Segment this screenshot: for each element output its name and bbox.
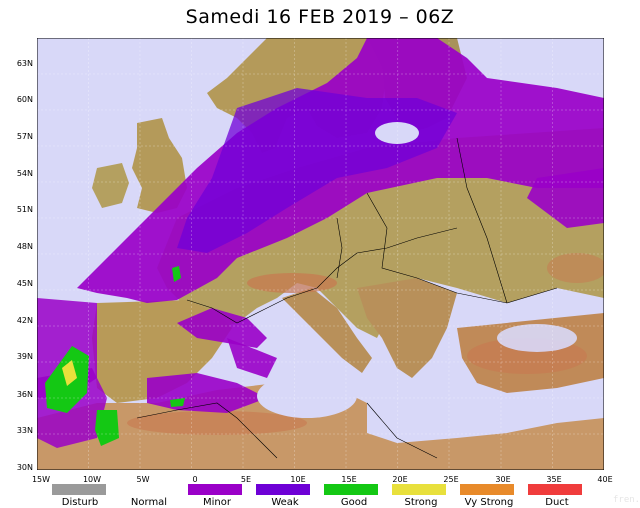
lat-label: 54N — [16, 169, 33, 178]
lon-label: 15W — [31, 475, 51, 484]
lat-label: 36N — [16, 390, 33, 399]
legend-label-good: Good — [340, 497, 368, 508]
lon-label: 40E — [597, 475, 613, 484]
minor-patch-balearic — [177, 308, 267, 348]
minor-patch-sardinia — [227, 338, 277, 378]
legend-swatch-vy-strong — [460, 484, 514, 495]
map-title: Samedi 16 FEB 2019 – 06Z — [185, 6, 455, 28]
graticule — [37, 38, 604, 470]
lat-label: 30N — [16, 463, 33, 472]
legend-label-duct: Duct — [545, 497, 569, 508]
legend-swatch-minor — [188, 484, 242, 495]
lon-label: 5W — [136, 475, 150, 484]
eastern-mediterranean — [377, 395, 537, 431]
black-sea — [497, 324, 577, 352]
ireland-land — [92, 163, 129, 208]
balkans-land — [357, 278, 457, 378]
lat-label: 63N — [16, 59, 33, 68]
atlas-highland — [127, 411, 307, 435]
legend-label-minor: Minor — [203, 497, 231, 508]
legend-label-disturb: Disturb — [61, 497, 99, 508]
lat-label: 60N — [16, 95, 33, 104]
lon-label: 0 — [192, 475, 198, 484]
legend-swatch-duct — [528, 484, 582, 495]
legend-swatch-normal — [120, 484, 174, 495]
italy-land — [282, 288, 372, 373]
legend-label-strong: Strong — [404, 497, 438, 508]
lat-label: 48N — [16, 242, 33, 251]
caucasus-highland — [547, 253, 604, 283]
lon-label: 15E — [341, 475, 357, 484]
lon-label: 10E — [290, 475, 306, 484]
good-area-algeria — [170, 398, 185, 407]
lon-label: 5E — [240, 475, 252, 484]
legend-label-vy-strong: Vy Strong — [464, 497, 514, 508]
good-area-france — [172, 266, 181, 282]
propagation-map: fren.org — [37, 38, 640, 505]
lat-label: 57N — [16, 132, 33, 141]
legend-swatch-strong — [392, 484, 446, 495]
minor-band-east — [527, 168, 604, 228]
lat-label: 45N — [16, 279, 33, 288]
legend-label-weak: Weak — [271, 497, 299, 508]
watermark: fren.org — [613, 495, 640, 505]
map-canvas — [37, 38, 604, 470]
good-area-morocco — [95, 410, 119, 446]
alps-highland — [247, 273, 337, 293]
mediterranean-hole — [257, 374, 357, 418]
legend-swatch-good — [324, 484, 378, 495]
lat-label: 51N — [16, 205, 33, 214]
strong-area-atlantic — [62, 360, 77, 386]
lat-label: 42N — [16, 316, 33, 325]
legend-swatch-weak — [256, 484, 310, 495]
lon-label: 10W — [82, 475, 102, 484]
gulf-of-finland-hole — [375, 122, 419, 144]
lat-label: 39N — [16, 352, 33, 361]
lon-label: 25E — [443, 475, 459, 484]
lat-label: 33N — [16, 426, 33, 435]
lon-label: 20E — [392, 475, 408, 484]
lon-label: 30E — [495, 475, 511, 484]
legend-label-normal: Normal — [130, 497, 168, 508]
lon-label: 35E — [546, 475, 562, 484]
great-britain-land — [132, 118, 187, 213]
legend-swatch-disturb — [52, 484, 106, 495]
country-borders — [136, 137, 558, 459]
